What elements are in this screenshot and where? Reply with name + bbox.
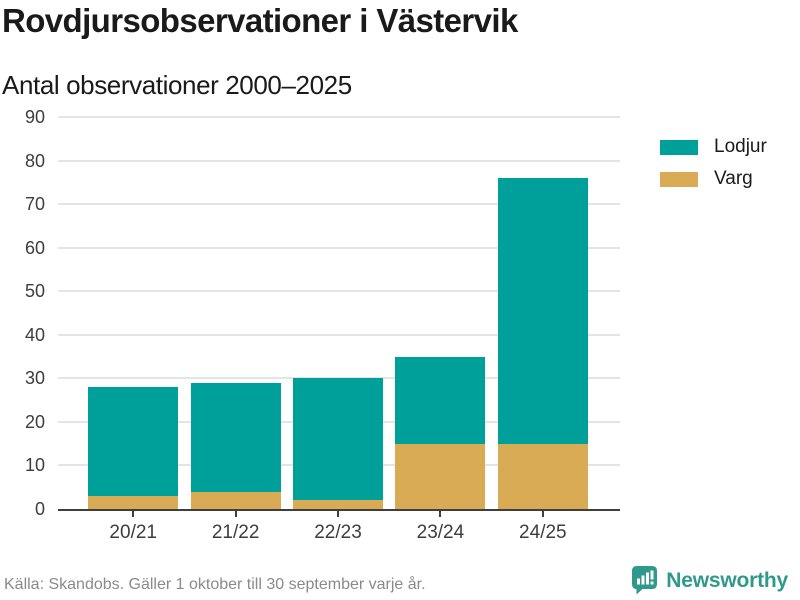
bar-segment-lodjur [190, 382, 281, 492]
y-tick-label: 50 [24, 281, 45, 302]
y-tick-label: 60 [24, 237, 45, 258]
stacked-bar [293, 117, 384, 509]
gridline-90 [58, 116, 620, 118]
legend-swatch [660, 139, 698, 155]
x-tick-label: 24/25 [519, 522, 567, 543]
plot-area: 0 10 20 30 40 50 60 70 80 90 20/21 21/22 22/23 23/24… [25, 108, 620, 543]
bar-slot: 22/23 [287, 117, 389, 543]
bar-segment-varg [190, 491, 281, 509]
bar-segment-varg [293, 500, 384, 509]
chart-subtitle: Antal observationer 2000–2025 [2, 70, 352, 100]
brand-name: Newsworthy [666, 568, 788, 592]
bar-segment-varg [497, 443, 588, 509]
bar-segment-varg [395, 443, 486, 509]
newsworthy-icon [631, 565, 658, 596]
legend-label: Varg [714, 168, 753, 189]
y-tick-label: 90 [24, 107, 45, 127]
source-note: Källa: Skandobs. Gäller 1 oktober till 3… [4, 576, 426, 593]
bar-slot: 20/21 [82, 117, 184, 543]
stacked-bar [497, 117, 588, 509]
gridline-60 [58, 246, 620, 249]
x-tick-label: 20/21 [109, 522, 157, 543]
bar-slot: 24/25 [492, 117, 594, 543]
x-tick-mark [132, 509, 135, 517]
stacked-bar [190, 117, 281, 509]
x-tick-label: 22/23 [314, 522, 362, 543]
bar-segment-lodjur [395, 356, 486, 444]
bar-segment-lodjur [293, 378, 384, 501]
x-tick-mark [541, 509, 544, 517]
x-tick-label: 21/22 [211, 522, 260, 543]
bar-slot: 21/22 [184, 117, 286, 543]
newsworthy-logo: Newsworthy [631, 565, 788, 596]
y-tick-label: 20 [24, 411, 45, 432]
x-tick-mark [439, 509, 442, 517]
x-tick-label: 23/24 [416, 522, 465, 543]
y-tick-label: 70 [24, 194, 45, 215]
stacked-bar [395, 117, 486, 509]
legend-label: Lodjur [714, 136, 767, 157]
y-tick-label: 0 [34, 499, 45, 519]
bar-slot: 23/24 [389, 117, 491, 543]
gridline-50 [58, 290, 620, 293]
bar-segment-varg [88, 495, 179, 509]
bar-segment-lodjur [497, 177, 588, 444]
y-tick-label: 40 [24, 324, 45, 345]
x-tick-mark [337, 509, 340, 517]
stacked-bar [88, 117, 179, 509]
chart-title: Rovdjursobservationer i Västervik [2, 2, 518, 39]
gridline-70 [58, 203, 620, 206]
gridline-80 [58, 159, 620, 162]
legend-item-lodjur: Lodjur [660, 136, 767, 158]
legend: Lodjur Varg [660, 136, 767, 190]
bar-segment-lodjur [88, 387, 179, 496]
bars-region: 20/21 21/22 22/23 23/24 24/25 [58, 117, 620, 543]
gridline-40 [58, 333, 620, 336]
legend-swatch [660, 171, 698, 187]
x-tick-mark [234, 509, 237, 517]
y-tick-label: 10 [24, 455, 45, 476]
y-tick-label: 80 [24, 150, 45, 171]
legend-item-varg: Varg [660, 168, 767, 190]
y-tick-label: 30 [24, 368, 45, 389]
